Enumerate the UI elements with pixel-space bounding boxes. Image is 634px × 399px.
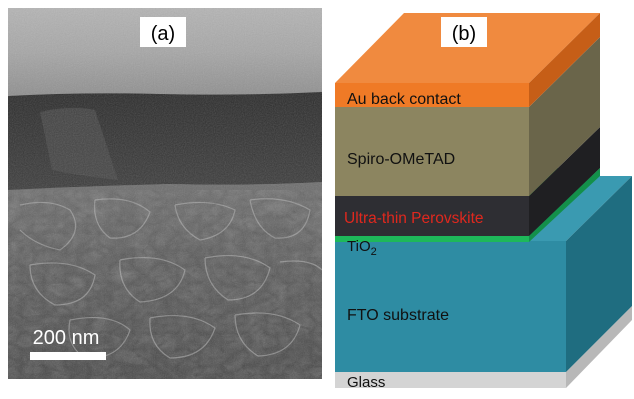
scale-bar (30, 352, 106, 360)
glass-front (335, 372, 566, 388)
perovskite-front (335, 196, 529, 236)
perovskite-label: Ultra-thin Perovskite (344, 210, 484, 227)
panel-b-label-box (441, 17, 487, 47)
tio2-side (529, 168, 600, 242)
spiro-label: Spiro-OMeTAD (347, 151, 455, 168)
au-label: Au back contact (347, 91, 461, 108)
spiro-front (335, 107, 529, 196)
panel-a-label-box (140, 17, 186, 47)
au-side (529, 13, 600, 107)
scale-bar-label: 200 nm (33, 327, 100, 349)
perovskite-side (529, 127, 600, 236)
fto-front (335, 241, 566, 372)
tio2-front (335, 236, 529, 242)
panel-b-label: (b) (452, 23, 476, 45)
fto-side (566, 176, 632, 372)
glass-side (566, 306, 632, 388)
tio2-label: TiO2 (347, 238, 377, 258)
panel-a-label: (a) (151, 23, 175, 45)
glass-label: Glass (347, 374, 385, 391)
au-top (335, 13, 600, 83)
tio2-label-sub: 2 (371, 246, 377, 258)
fto-label: FTO substrate (347, 307, 449, 324)
spiro-side (529, 37, 600, 196)
sem-image (8, 8, 322, 379)
tio2-label-base: TiO (347, 238, 371, 255)
au-front (335, 83, 529, 107)
